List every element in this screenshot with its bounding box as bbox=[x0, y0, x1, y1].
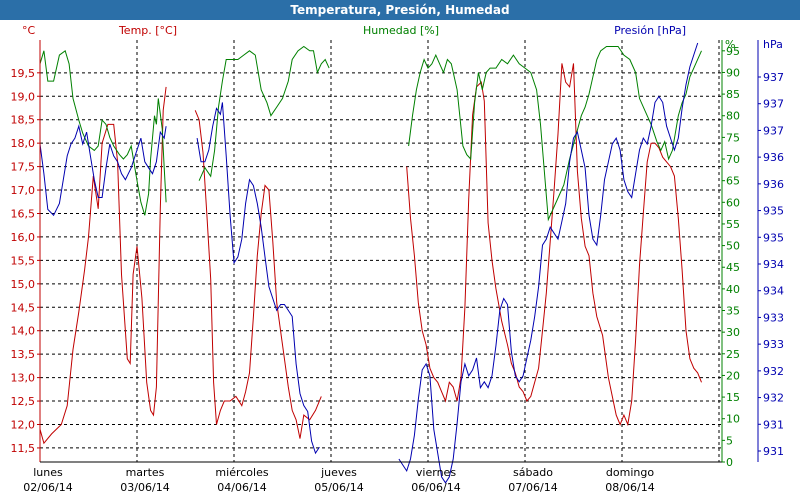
x-date-label: 02/06/14 bbox=[23, 481, 72, 494]
pressure-tick-label: 937 bbox=[763, 98, 784, 111]
temperature-tick-label: 11,5 bbox=[11, 442, 36, 455]
pressure-series-line bbox=[398, 42, 699, 484]
temperature-tick-label: 12,5 bbox=[11, 395, 36, 408]
pressure-tick-label: 933 bbox=[763, 311, 784, 324]
humidity-tick-label: 90 bbox=[726, 66, 740, 79]
pressure-tick-label: 931 bbox=[763, 445, 784, 458]
x-date-label: 06/06/14 bbox=[411, 481, 460, 494]
series-layer bbox=[39, 42, 702, 484]
humidity-series-line bbox=[408, 46, 702, 222]
x-date-label: 05/06/14 bbox=[314, 481, 363, 494]
humidity-tick-label: 80 bbox=[726, 110, 740, 123]
temperature-tick-label: 18,0 bbox=[11, 137, 36, 150]
x-date-label: 08/06/14 bbox=[605, 481, 654, 494]
temperature-tick-label: 16,5 bbox=[11, 207, 36, 220]
x-date-label: 04/06/14 bbox=[217, 481, 266, 494]
x-day-label: domingo bbox=[606, 466, 654, 479]
temperature-tick-label: 16,0 bbox=[11, 231, 36, 244]
humidity-tick-label: 0 bbox=[726, 456, 733, 469]
temperature-axis-title: Temp. [°C] bbox=[118, 24, 177, 37]
humidity-unit-label: % bbox=[725, 38, 735, 51]
pressure-tick-label: 935 bbox=[763, 205, 784, 218]
pressure-series-line bbox=[196, 102, 320, 455]
x-date-label: 07/06/14 bbox=[508, 481, 557, 494]
humidity-series-line bbox=[198, 45, 330, 181]
pressure-series-line bbox=[39, 124, 167, 217]
axis-titles: °C Temp. [°C] Humedad [%] Presión [hPa]% hPa bbox=[22, 24, 783, 51]
temperature-tick-label: 12,0 bbox=[11, 418, 36, 431]
pressure-unit-label: hPa bbox=[763, 38, 783, 51]
humidity-tick-label: 85 bbox=[726, 88, 740, 101]
humidity-tick-label: 75 bbox=[726, 131, 740, 144]
temperature-tick-label: 13,5 bbox=[11, 348, 36, 361]
pressure-tick-label: 935 bbox=[763, 231, 784, 244]
temperature-tick-labels: 19,5 19,0 18,5 18,0 17,5 17,0 16,5 16,0 15,5 15,0… bbox=[11, 67, 40, 455]
x-day-label: lunes bbox=[33, 466, 63, 479]
x-day-label: martes bbox=[126, 466, 165, 479]
humidity-axis-title: Humedad [%] bbox=[363, 24, 439, 37]
humidity-tick-label: 10 bbox=[726, 413, 740, 426]
temperature-tick-label: 13,0 bbox=[11, 372, 36, 385]
x-day-label: miércoles bbox=[215, 466, 268, 479]
humidity-tick-label: 55 bbox=[726, 218, 740, 231]
x-axis-labels: lunes 02/06/14 martes 03/06/14 miércoles 04/0… bbox=[23, 466, 654, 494]
pressure-tick-label: 936 bbox=[763, 178, 784, 191]
humidity-tick-label: 20 bbox=[726, 369, 740, 382]
humidity-tick-label: 35 bbox=[726, 305, 740, 318]
humidity-tick-label: 5 bbox=[726, 434, 733, 447]
axes-frame bbox=[39, 40, 759, 463]
chart-title: Temperatura, Presión, Humedad bbox=[290, 3, 510, 17]
temperature-tick-label: 19,5 bbox=[11, 67, 36, 80]
humidity-series-line bbox=[39, 49, 167, 216]
temperature-series-line bbox=[406, 63, 702, 427]
x-day-label: viernes bbox=[416, 466, 456, 479]
pressure-tick-label: 937 bbox=[763, 124, 784, 137]
pressure-tick-label: 934 bbox=[763, 258, 784, 271]
temperature-series-line bbox=[194, 110, 322, 439]
temperature-tick-label: 17,5 bbox=[11, 161, 36, 174]
chart-title-bar: Temperatura, Presión, Humedad bbox=[0, 0, 800, 20]
x-date-label: 03/06/14 bbox=[120, 481, 169, 494]
humidity-tick-label: 15 bbox=[726, 391, 740, 404]
temperature-tick-label: 17,0 bbox=[11, 184, 36, 197]
pressure-tick-label: 932 bbox=[763, 365, 784, 378]
temperature-tick-label: 18,5 bbox=[11, 114, 36, 127]
temperature-tick-label: 15,5 bbox=[11, 254, 36, 267]
temperature-tick-label: 14,5 bbox=[11, 301, 36, 314]
humidity-tick-label: 65 bbox=[726, 175, 740, 188]
humidity-tick-label: 25 bbox=[726, 348, 740, 361]
pressure-tick-label: 937 bbox=[763, 71, 784, 84]
humidity-tick-label: 60 bbox=[726, 196, 740, 209]
humidity-tick-label: 70 bbox=[726, 153, 740, 166]
humidity-tick-label: 50 bbox=[726, 240, 740, 253]
humidity-tick-label: 45 bbox=[726, 261, 740, 274]
pressure-tick-label: 936 bbox=[763, 151, 784, 164]
temperature-tick-label: 15,0 bbox=[11, 278, 36, 291]
temperature-tick-label: 14,0 bbox=[11, 325, 36, 338]
humidity-tick-label: 95 bbox=[726, 45, 740, 58]
pressure-tick-label: 931 bbox=[763, 418, 784, 431]
x-day-label: sábado bbox=[513, 466, 553, 479]
temperature-unit-label: °C bbox=[22, 24, 36, 37]
humidity-tick-label: 30 bbox=[726, 326, 740, 339]
temperature-series-line bbox=[39, 86, 167, 445]
pressure-tick-label: 934 bbox=[763, 285, 784, 298]
pressure-tick-labels: 937 937 937 936 936 935 935 934 934 933 933 932 932 9… bbox=[758, 71, 784, 458]
humidity-tick-label: 40 bbox=[726, 283, 740, 296]
pressure-axis-title: Presión [hPa] bbox=[614, 24, 686, 37]
pressure-tick-label: 933 bbox=[763, 338, 784, 351]
grid-lines bbox=[40, 40, 722, 462]
temperature-tick-label: 19,0 bbox=[11, 90, 36, 103]
pressure-tick-label: 932 bbox=[763, 392, 784, 405]
chart-canvas: 19,5 19,0 18,5 18,0 17,5 17,0 16,5 16,0 15,5 15,0… bbox=[11, 24, 785, 494]
x-day-label: jueves bbox=[320, 466, 357, 479]
